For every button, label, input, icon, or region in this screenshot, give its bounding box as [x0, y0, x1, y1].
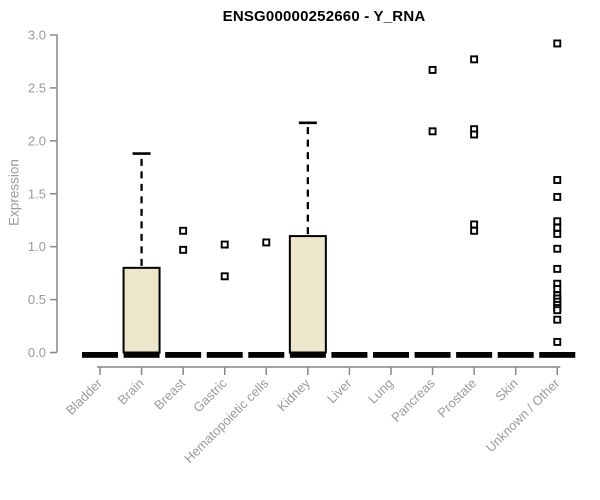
outlier-point — [220, 272, 229, 281]
median-bar — [497, 352, 534, 358]
x-tick-label: Skin — [492, 376, 520, 404]
x-tick-label: Pancreas — [388, 375, 438, 425]
y-tick-label: 0.5 — [28, 292, 46, 307]
outlier-point — [553, 230, 562, 238]
median-bar — [82, 352, 118, 358]
y-tick-label: 1.0 — [28, 239, 46, 254]
outlier-point — [553, 315, 562, 324]
x-tick-label: Brain — [115, 376, 147, 408]
outlier-point — [553, 192, 562, 201]
median-bar — [539, 352, 576, 358]
y-tick-label: 3.0 — [28, 28, 46, 43]
outlier-point — [553, 264, 562, 273]
outlier-point — [262, 238, 271, 247]
outlier-point — [470, 226, 479, 235]
outlier-point — [553, 39, 562, 48]
outlier-point — [553, 223, 562, 232]
x-tick-label: Lung — [365, 376, 396, 407]
outlier-point — [428, 65, 437, 74]
box-brain — [122, 266, 161, 354]
outlier-point — [220, 240, 229, 249]
y-tick-label: 0.0 — [28, 345, 46, 360]
x-tick-label: Prostate — [434, 376, 479, 421]
outlier-point — [553, 244, 562, 253]
y-tick-label: 2.0 — [28, 133, 46, 148]
outlier-point — [553, 217, 562, 226]
x-tick-label: Bladder — [63, 375, 106, 418]
outlier-point — [470, 220, 479, 229]
median-bar — [165, 352, 202, 358]
median-bar — [372, 352, 409, 358]
x-tick-label: Breast — [151, 375, 188, 412]
outlier-point — [470, 55, 479, 64]
outlier-point — [428, 127, 437, 136]
y-tick-label: 2.5 — [28, 80, 46, 95]
median-bar — [289, 352, 326, 358]
median-bar — [248, 352, 285, 358]
box-kidney — [288, 235, 327, 354]
x-tick-label: Kidney — [274, 375, 313, 414]
outlier-point — [553, 337, 562, 346]
outlier-point — [553, 306, 562, 315]
median-bar — [456, 352, 493, 358]
x-tick-label: Unknown / Other — [483, 375, 563, 455]
outlier-point — [179, 226, 188, 235]
x-tick-label: Liver — [324, 375, 355, 406]
median-bar — [123, 352, 160, 358]
median-bar — [206, 352, 243, 358]
median-bar — [331, 352, 368, 358]
x-tick-label: Gastric — [190, 375, 230, 415]
outlier-point — [179, 245, 188, 254]
outlier-point — [553, 176, 562, 184]
median-bar — [414, 352, 451, 358]
outlier-point — [553, 285, 562, 293]
outlier-point — [470, 130, 479, 139]
chart-title: ENSG00000252660 - Y_RNA — [222, 8, 426, 25]
y-tick-label: 1.5 — [28, 186, 46, 201]
